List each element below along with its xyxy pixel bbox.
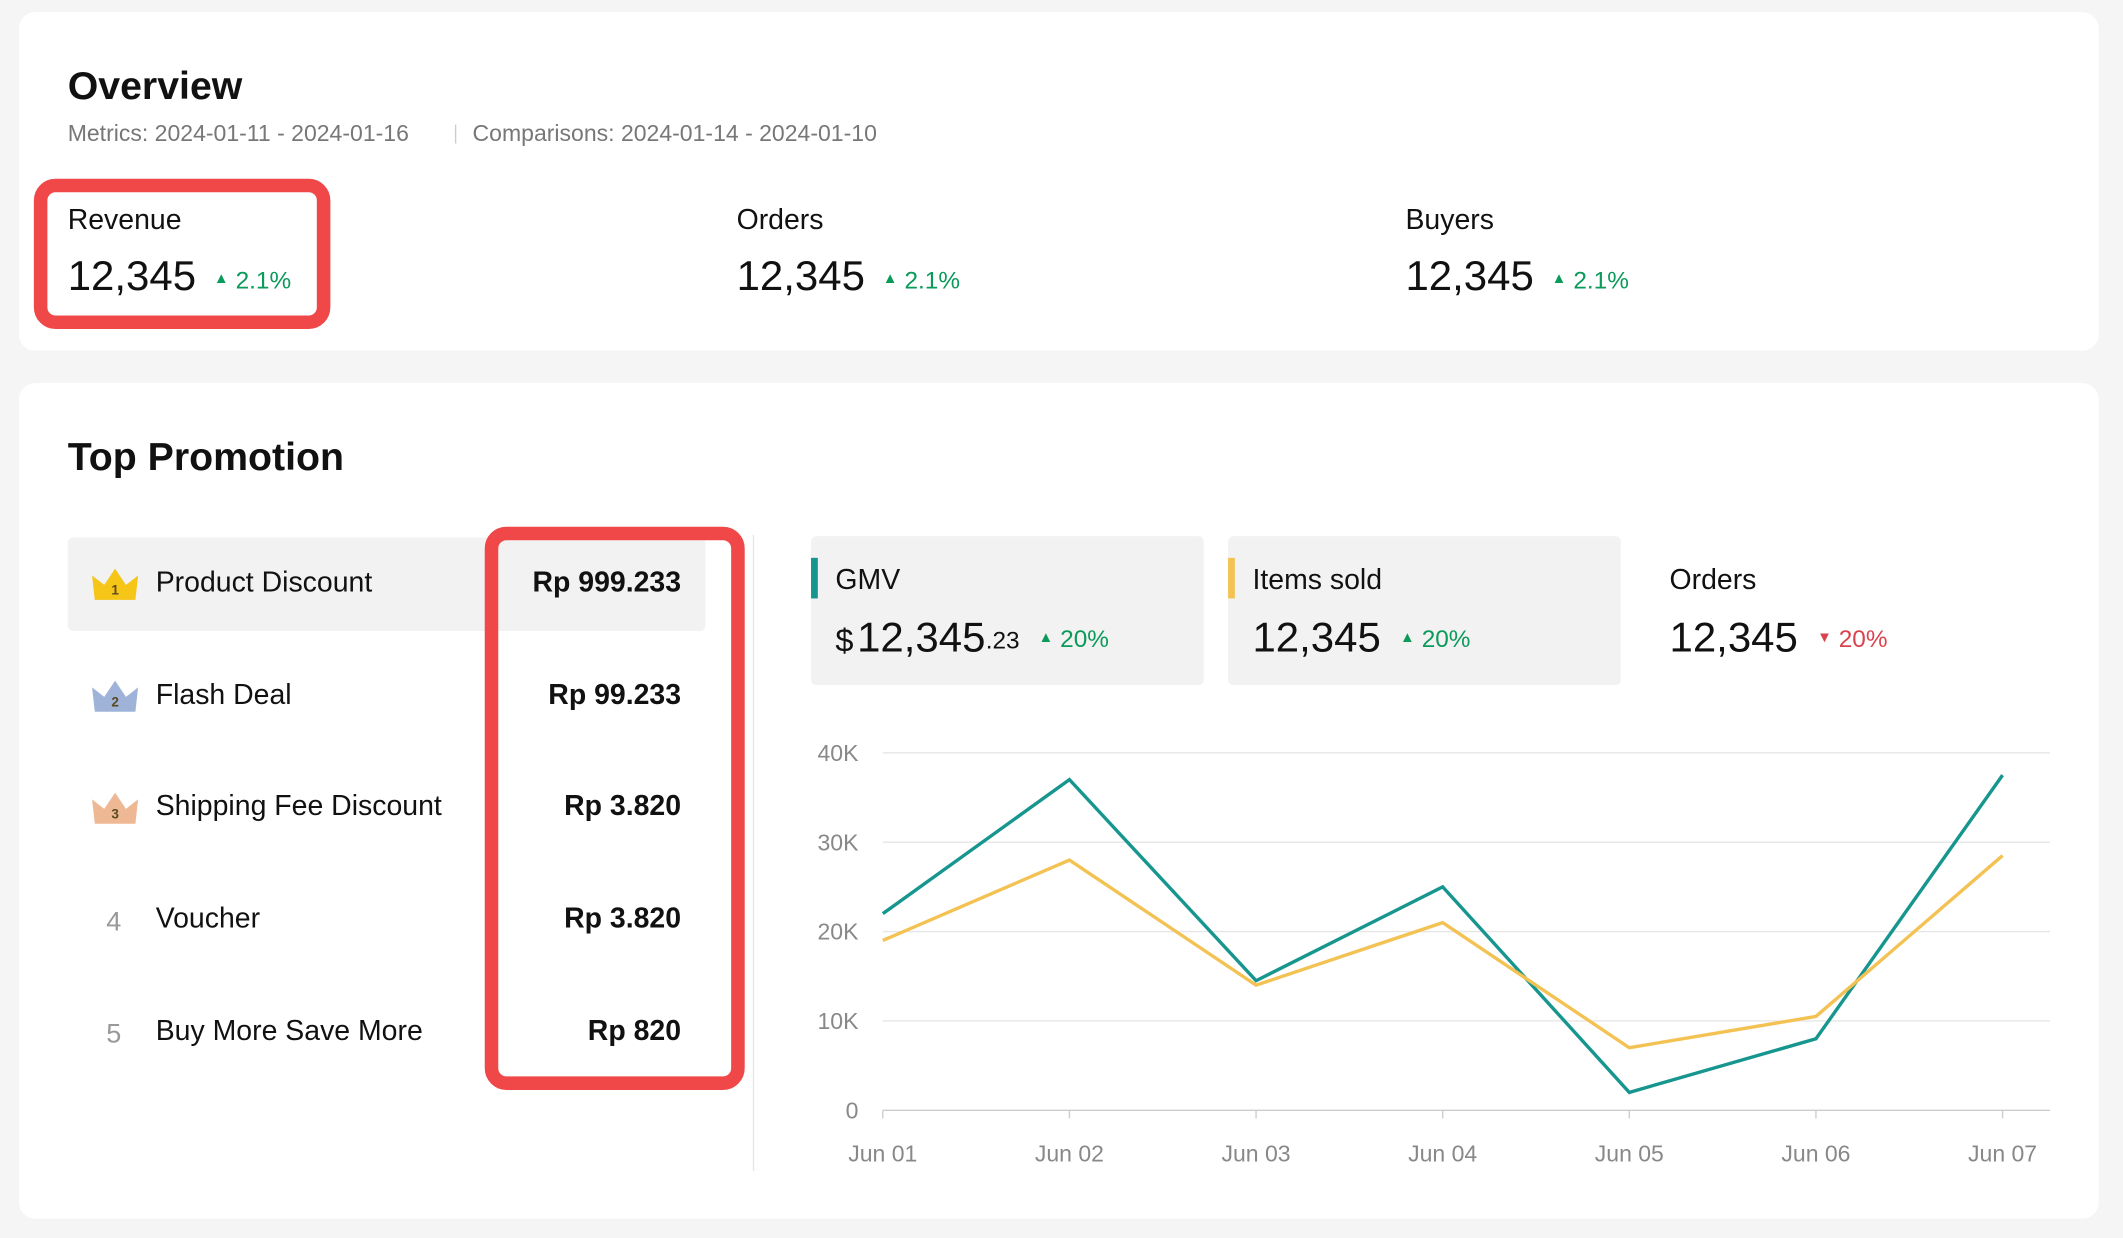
change-value: 2.1% <box>235 266 292 294</box>
promotion-name: Flash Deal <box>155 679 292 711</box>
change-arrow: ▲ <box>1400 629 1415 646</box>
y-tick-label: 0 <box>846 1097 859 1123</box>
x-tick-label: Jun 02 <box>1035 1141 1104 1167</box>
metric-label: Revenue <box>67 204 182 236</box>
change-arrow: ▲ <box>1551 270 1567 288</box>
promotion-amount: Rp 999.233 <box>532 567 682 599</box>
rank-number: 2 <box>111 694 119 709</box>
x-tick-label: Jun 03 <box>1222 1141 1291 1167</box>
x-tick-label: Jun 04 <box>1408 1141 1477 1167</box>
overview-card <box>18 12 2099 351</box>
kpi-label: GMV <box>835 564 901 596</box>
rank-crown <box>92 568 139 600</box>
change-arrow: ▲ <box>213 270 229 288</box>
series-line <box>881 774 2004 1095</box>
x-tick-label: Jun 01 <box>848 1141 917 1167</box>
y-tick-label: 20K <box>817 919 859 945</box>
change-value: 20% <box>1060 625 1109 653</box>
promotion-name: Shipping Fee Discount <box>155 791 442 823</box>
kpi-label: Items sold <box>1252 564 1383 596</box>
row-highlight <box>67 537 706 631</box>
change-arrow: ▲ <box>1038 629 1054 646</box>
divider <box>752 534 755 1172</box>
metric-value: 12,345 <box>67 251 197 300</box>
change-value: 20% <box>1421 625 1471 653</box>
highlight-box <box>33 178 331 330</box>
metric-label: Buyers <box>1405 204 1494 236</box>
kpi-prefix: $ <box>835 622 854 660</box>
kpi-decimals: .23 <box>985 626 1020 654</box>
promotion-card <box>18 383 2099 1219</box>
y-tick-label: 30K <box>817 829 859 855</box>
change-value: 2.1% <box>1573 266 1629 294</box>
kpi-value: 12,345 <box>1669 613 1798 661</box>
promotion-name: Product Discount <box>155 567 373 599</box>
y-tick-label: 10K <box>817 1008 859 1034</box>
kpi-card[interactable] <box>811 536 1204 686</box>
overview-title: Overview <box>67 64 243 109</box>
rank-number: 4 <box>106 905 121 936</box>
kpi-card[interactable] <box>1228 536 1621 686</box>
promotion-name: Voucher <box>155 903 261 935</box>
promotion-name: Buy More Save More <box>155 1015 423 1047</box>
kpi-color-bar <box>811 557 818 599</box>
x-tick-label: Jun 05 <box>1595 1141 1664 1167</box>
metric-value: 12,345 <box>1405 251 1534 300</box>
promotion-amount: Rp 99.233 <box>548 679 682 711</box>
metric-value: 12,345 <box>736 251 865 300</box>
separator <box>454 124 457 144</box>
change-arrow: ▲ <box>882 270 898 288</box>
y-tick-label: 40K <box>817 740 859 766</box>
kpi-color-bar <box>1228 557 1235 599</box>
rank-crown <box>92 792 139 824</box>
x-tick-label: Jun 07 <box>1968 1141 2037 1167</box>
promotion-amount: Rp 3.820 <box>564 791 682 823</box>
comparison-period: Comparisons: 2024-01-14 - 2024-01-10 <box>472 120 877 147</box>
kpi-label: Orders <box>1669 564 1757 596</box>
x-tick-label: Jun 06 <box>1781 1141 1850 1167</box>
metric-label: Orders <box>736 204 824 236</box>
change-arrow: ▼ <box>1817 629 1832 646</box>
rank-number: 5 <box>106 1017 121 1048</box>
promotion-amount: Rp 820 <box>587 1015 682 1047</box>
rank-number: 3 <box>111 806 119 821</box>
promotion-title: Top Promotion <box>67 435 344 480</box>
promotion-amount: Rp 3.820 <box>564 903 682 935</box>
rank-number: 1 <box>111 582 119 597</box>
series-line <box>882 854 2004 1050</box>
kpi-value: 12,345 <box>1252 613 1381 661</box>
highlight-box <box>484 526 745 1090</box>
change-value: 2.1% <box>904 266 961 294</box>
change-value: 20% <box>1838 625 1888 653</box>
kpi-value: 12,345 <box>857 613 986 661</box>
metrics-period: Metrics: 2024-01-11 - 2024-01-16 <box>67 120 409 147</box>
rank-crown <box>92 680 139 712</box>
